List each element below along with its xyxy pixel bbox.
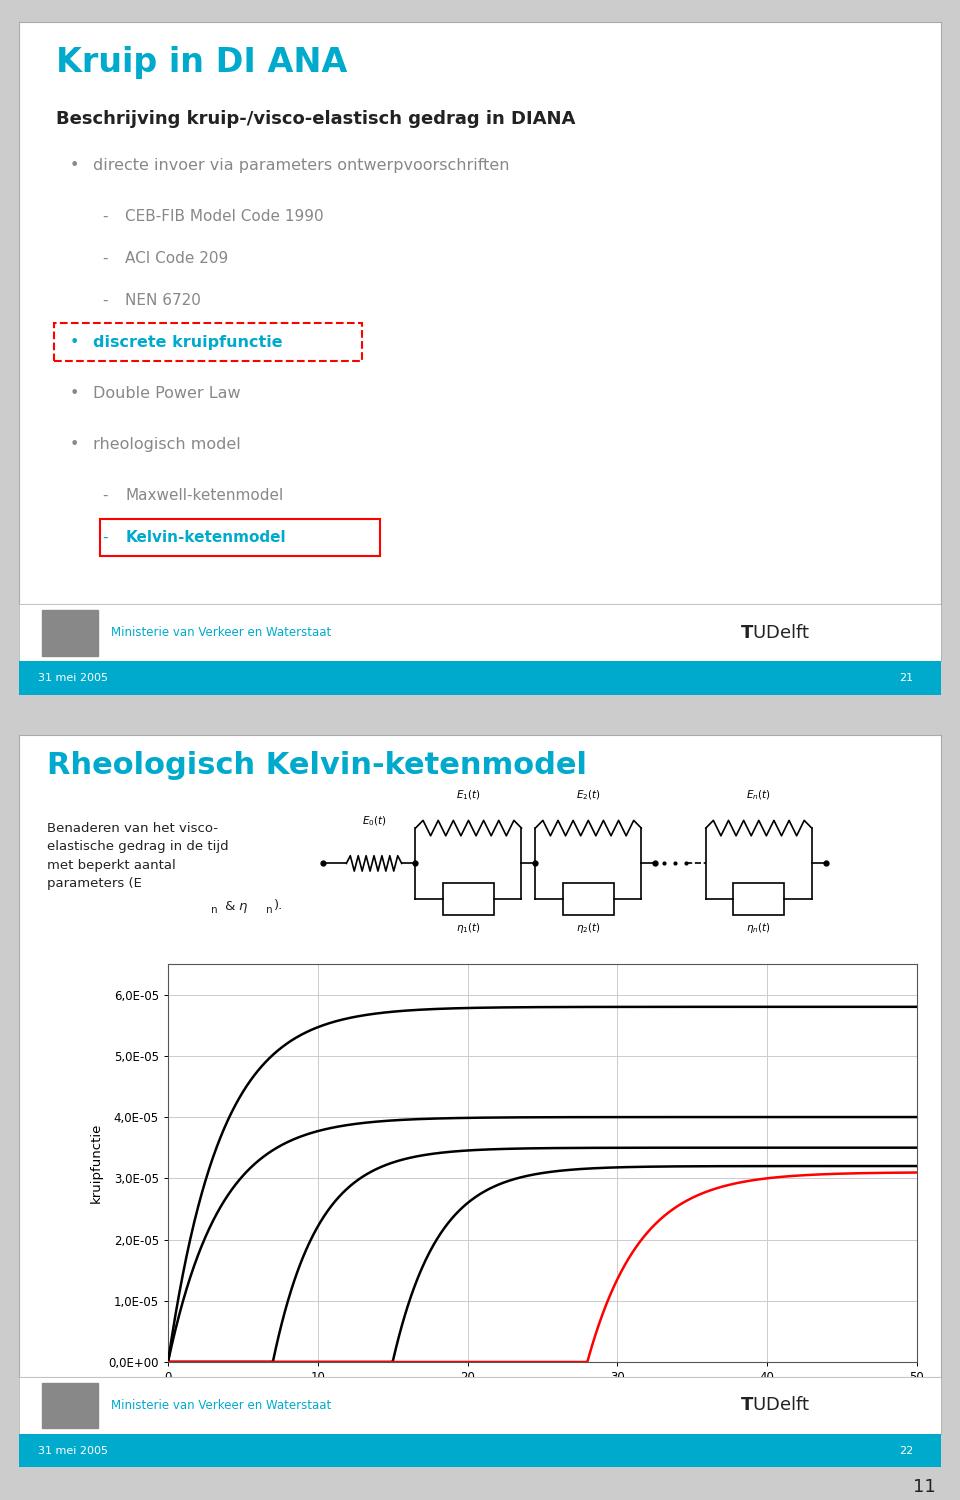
Text: CEB-FIB Model Code 1990: CEB-FIB Model Code 1990 [125, 209, 324, 224]
Text: n: n [211, 904, 218, 915]
Y-axis label: kruipfunctie: kruipfunctie [90, 1124, 103, 1203]
Text: NEN 6720: NEN 6720 [125, 292, 201, 308]
Text: 21: 21 [899, 674, 913, 682]
Text: Benaderen van het visco-
elastische gedrag in de tijd
met beperkt aantal
paramet: Benaderen van het visco- elastische gedr… [47, 822, 228, 890]
Text: Beschrijving kruip-/visco-elastisch gedrag in DIANA: Beschrijving kruip-/visco-elastisch gedr… [56, 110, 575, 128]
Text: $E_2(t)$: $E_2(t)$ [576, 789, 601, 802]
Text: -: - [102, 209, 108, 224]
Text: $\eta_1(t)$: $\eta_1(t)$ [456, 921, 481, 934]
Text: 22: 22 [899, 1446, 913, 1455]
Text: Ministerie van Verkeer en Waterstaat: Ministerie van Verkeer en Waterstaat [111, 627, 331, 639]
Text: $E_1(t)$: $E_1(t)$ [456, 789, 481, 802]
Text: 11: 11 [913, 1478, 936, 1496]
Text: Ministerie van Verkeer en Waterstaat: Ministerie van Verkeer en Waterstaat [111, 1400, 331, 1411]
Bar [42, 610, 98, 656]
Text: $E_0(t)$: $E_0(t)$ [362, 815, 386, 828]
Bar [733, 882, 784, 915]
Text: -: - [102, 488, 108, 502]
Bar [42, 1383, 98, 1428]
Text: $\mathbf{T}$UDelft: $\mathbf{T}$UDelft [740, 624, 810, 642]
Text: Kelvin-ketenmodel: Kelvin-ketenmodel [125, 530, 286, 544]
Text: ACI Code 209: ACI Code 209 [125, 251, 228, 266]
Text: $E_n(t)$: $E_n(t)$ [747, 789, 771, 802]
Text: Rheologisch Kelvin-ketenmodel: Rheologisch Kelvin-ketenmodel [47, 752, 587, 780]
Text: $\eta_n(t)$: $\eta_n(t)$ [747, 921, 771, 934]
Text: discrete kruipfunctie: discrete kruipfunctie [93, 334, 282, 350]
Text: rheologisch model: rheologisch model [93, 436, 241, 451]
Text: 31 mei 2005: 31 mei 2005 [37, 1446, 108, 1455]
Text: Kruip in DI ANA: Kruip in DI ANA [56, 46, 348, 80]
X-axis label: ouderdom beton [dagen]: ouderdom beton [dagen] [459, 1389, 626, 1402]
Text: Maxwell-ketenmodel: Maxwell-ketenmodel [125, 488, 283, 502]
Text: 31 mei 2005: 31 mei 2005 [37, 674, 108, 682]
Text: n: n [266, 904, 273, 915]
Text: •: • [70, 158, 80, 172]
Text: & $\eta$: & $\eta$ [220, 898, 249, 915]
Text: ).: ). [274, 898, 283, 912]
Bar [444, 882, 493, 915]
Text: directe invoer via parameters ontwerpvoorschriften: directe invoer via parameters ontwerpvoo… [93, 158, 510, 172]
Text: •: • [70, 386, 80, 400]
Bar [563, 882, 613, 915]
Text: Double Power Law: Double Power Law [93, 386, 241, 400]
Text: •: • [70, 334, 80, 350]
Text: -: - [102, 530, 108, 544]
Text: $\mathbf{T}$UDelft: $\mathbf{T}$UDelft [740, 1396, 810, 1414]
Text: $\eta_2(t)$: $\eta_2(t)$ [576, 921, 601, 934]
Text: -: - [102, 251, 108, 266]
Text: •: • [70, 436, 80, 451]
Text: -: - [102, 292, 108, 308]
